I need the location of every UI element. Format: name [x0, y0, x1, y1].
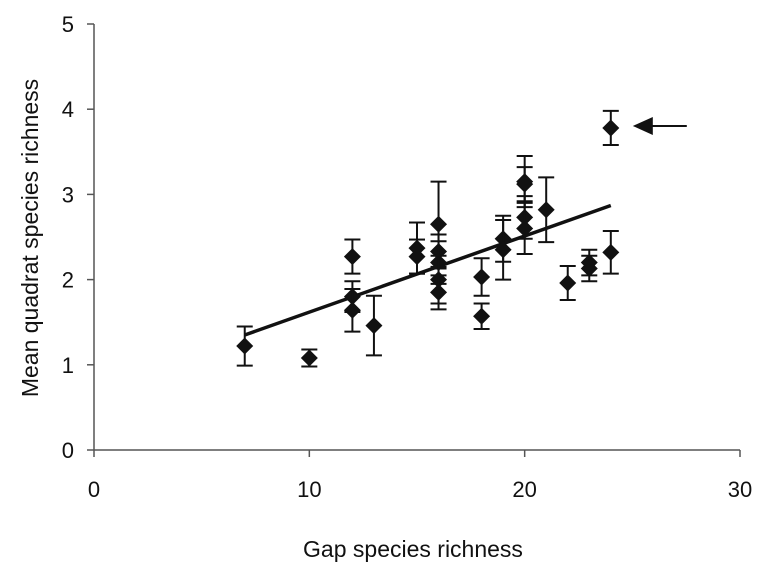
data-point	[559, 264, 577, 302]
diamond-marker	[516, 219, 534, 237]
diamond-marker	[408, 248, 426, 266]
diamond-marker	[473, 268, 491, 286]
data-points	[236, 109, 620, 368]
data-point	[494, 218, 512, 281]
data-point	[537, 176, 555, 244]
data-point	[580, 254, 598, 283]
diamond-marker	[300, 349, 318, 367]
axes	[93, 24, 740, 451]
y-tick-label: 1	[62, 353, 74, 378]
data-point	[236, 325, 254, 367]
diamond-marker	[516, 175, 534, 193]
diamond-marker	[343, 248, 361, 266]
data-point	[365, 294, 383, 357]
y-tick-label: 3	[62, 182, 74, 207]
x-tick-label: 20	[512, 477, 536, 502]
data-point	[516, 201, 534, 256]
y-tick-label: 2	[62, 268, 74, 293]
data-point	[300, 348, 318, 368]
diamond-marker	[430, 283, 448, 301]
data-point	[343, 238, 361, 275]
annotations	[632, 116, 687, 135]
data-point	[473, 257, 491, 297]
trendline	[244, 203, 612, 337]
x-axis-title: Gap species richness	[303, 536, 523, 562]
data-point	[430, 274, 448, 311]
diamond-marker	[473, 307, 491, 325]
data-point	[343, 287, 361, 333]
diamond-marker	[430, 215, 448, 233]
diamond-marker	[365, 317, 383, 335]
diamond-marker	[343, 301, 361, 319]
x-tick-label: 30	[728, 477, 752, 502]
diamond-marker	[559, 274, 577, 292]
data-point	[473, 302, 491, 331]
y-tick-label: 4	[62, 97, 74, 122]
trendline-group	[244, 203, 612, 337]
y-tick-label: 5	[62, 12, 74, 37]
x-tick-label: 10	[297, 477, 321, 502]
diamond-marker	[236, 337, 254, 355]
x-tick-label: 0	[88, 477, 100, 502]
data-point	[408, 238, 426, 275]
data-point	[602, 109, 620, 146]
ticks: 0 10 20 30 0 1 2 3 4 5	[62, 12, 752, 502]
data-point	[602, 230, 620, 275]
y-axis-title: Mean quadrat species richness	[17, 79, 43, 397]
y-tick-label: 0	[62, 438, 74, 463]
diamond-marker	[580, 260, 598, 278]
diamond-marker	[494, 241, 512, 259]
arrow-head	[632, 116, 653, 135]
diamond-marker	[537, 201, 555, 219]
diamond-marker	[602, 243, 620, 261]
diamond-marker	[602, 119, 620, 137]
